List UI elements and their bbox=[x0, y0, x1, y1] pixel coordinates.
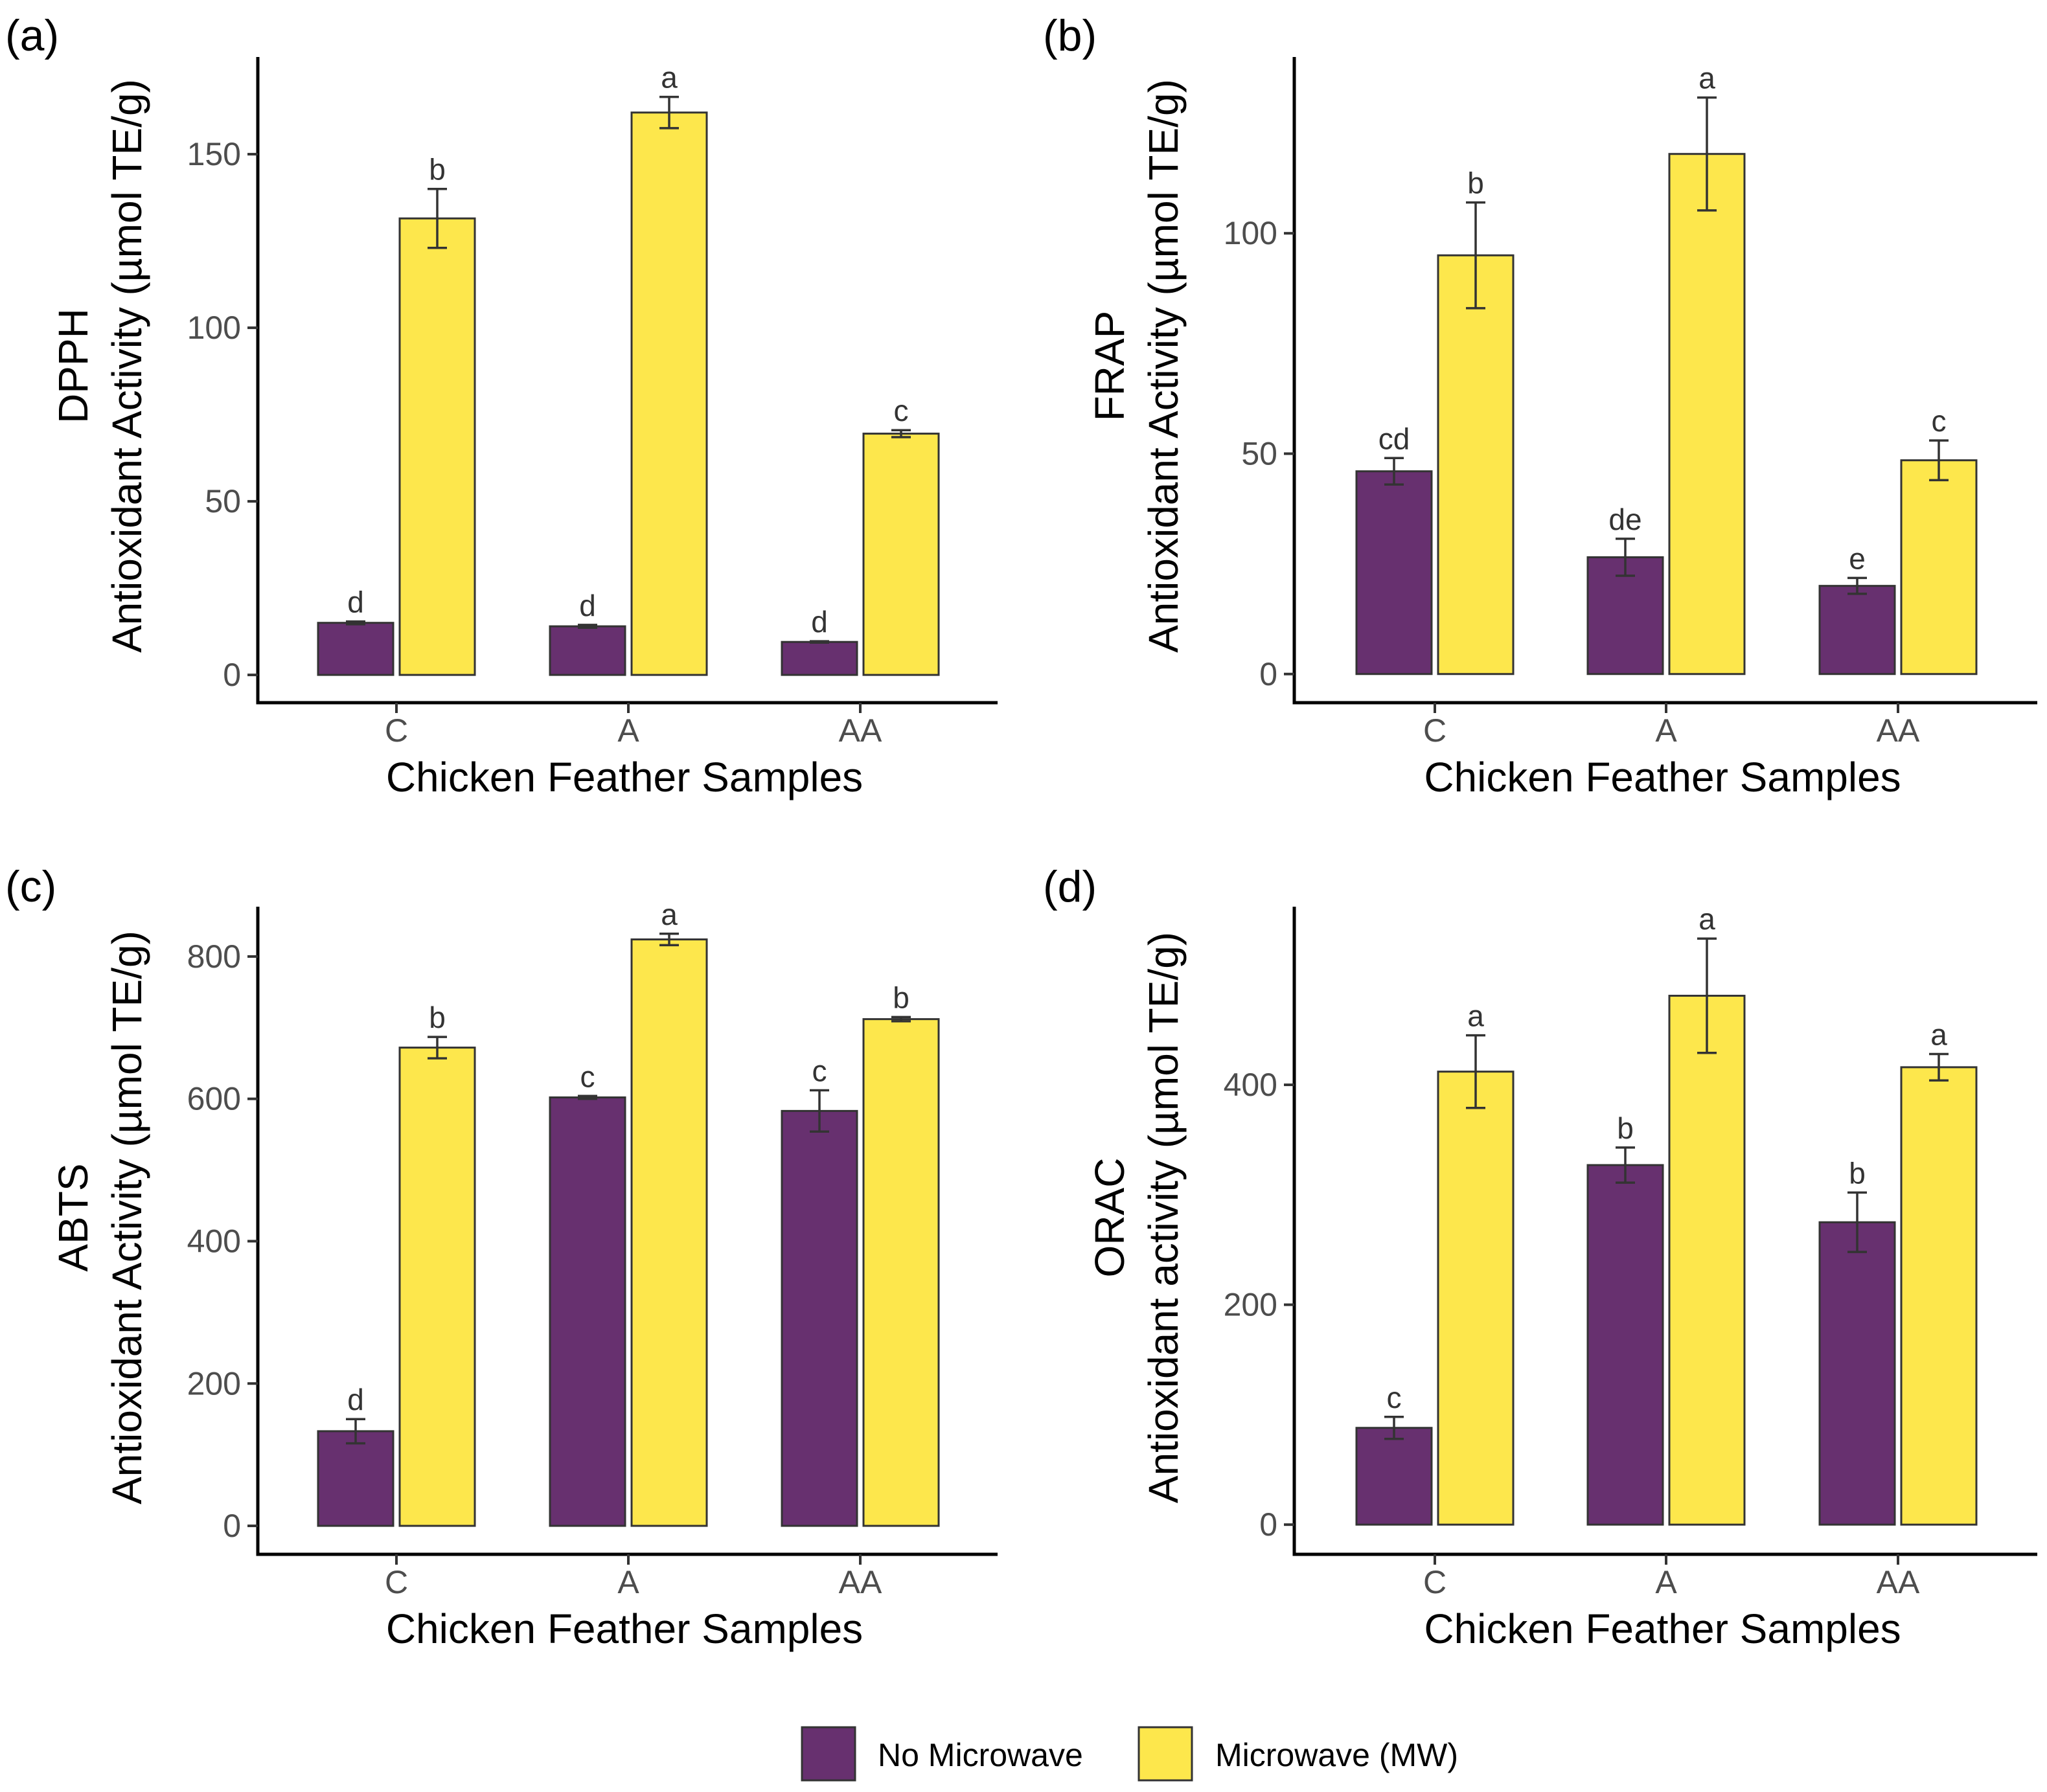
y-tick-label: 50 bbox=[205, 483, 241, 519]
significance-letter: a bbox=[1698, 62, 1715, 95]
bar bbox=[781, 1109, 858, 1527]
x-tick-label: AA bbox=[1877, 712, 1920, 749]
bar bbox=[317, 1430, 395, 1527]
x-axis-title: Chicken Feather Samples bbox=[386, 754, 863, 800]
y-tick-label: 0 bbox=[1259, 1506, 1277, 1543]
x-tick-label: C bbox=[385, 1564, 408, 1600]
bar bbox=[317, 622, 395, 676]
x-tick-label: A bbox=[617, 712, 639, 749]
x-axis-title: Chicken Feather Samples bbox=[386, 1605, 863, 1652]
bar bbox=[1355, 1427, 1433, 1526]
bar bbox=[1818, 585, 1896, 675]
bar bbox=[1900, 459, 1978, 675]
y-tick-label: 800 bbox=[187, 938, 241, 975]
significance-letter: cd bbox=[1378, 422, 1410, 455]
y-axis-title-line1: FRAP bbox=[1086, 311, 1133, 422]
bar bbox=[862, 1018, 940, 1527]
bar bbox=[1668, 153, 1746, 675]
y-axis-title-line1: DPPH bbox=[50, 308, 97, 424]
y-tick-label: 200 bbox=[187, 1365, 241, 1401]
legend-key bbox=[801, 1726, 856, 1782]
x-tick-label: AA bbox=[1877, 1564, 1920, 1600]
bar bbox=[630, 111, 708, 676]
x-tick-label: AA bbox=[839, 1564, 882, 1600]
bar bbox=[1437, 254, 1515, 675]
bar bbox=[1668, 995, 1746, 1526]
bar bbox=[398, 1047, 476, 1527]
significance-letter: b bbox=[429, 1001, 446, 1034]
bar bbox=[1900, 1066, 1978, 1526]
y-axis-title-line2: Antioxidant Activity (µmol TE/g) bbox=[1140, 79, 1187, 653]
panel-label: (b) bbox=[1043, 11, 1097, 60]
significance-letter: c bbox=[894, 394, 909, 427]
legend-label: No Microwave bbox=[878, 1737, 1083, 1773]
panel-label: (c) bbox=[5, 862, 56, 911]
significance-letter: b bbox=[1849, 1156, 1866, 1190]
significance-letter: e bbox=[1849, 541, 1866, 575]
y-tick-label: 400 bbox=[187, 1223, 241, 1259]
y-tick-label: 100 bbox=[187, 310, 241, 346]
bar bbox=[398, 217, 476, 676]
panel-label: (a) bbox=[5, 11, 59, 60]
significance-letter: b bbox=[1467, 166, 1484, 200]
bar bbox=[781, 641, 858, 676]
y-axis-title-line1: ORAC bbox=[1086, 1158, 1133, 1278]
bar bbox=[1818, 1221, 1896, 1526]
bar bbox=[549, 625, 626, 676]
y-tick-label: 50 bbox=[1241, 435, 1277, 471]
significance-letter: a bbox=[661, 898, 678, 931]
legend-label: Microwave (MW) bbox=[1215, 1737, 1458, 1773]
significance-letter: b bbox=[429, 153, 446, 187]
y-tick-label: 0 bbox=[223, 657, 241, 693]
x-axis-title: Chicken Feather Samples bbox=[1424, 1605, 1901, 1652]
panel-label: (d) bbox=[1043, 862, 1097, 911]
significance-letter: a bbox=[1698, 902, 1715, 936]
x-tick-label: A bbox=[617, 1564, 639, 1600]
x-tick-label: A bbox=[1655, 1564, 1677, 1600]
y-axis-title-line2: Antioxidant Activity (µmol TE/g) bbox=[104, 79, 150, 653]
y-axis-title-line2: Antioxidant activity (µmol TE/g) bbox=[1140, 932, 1187, 1503]
bar bbox=[1355, 470, 1433, 675]
significance-letter: c bbox=[1387, 1381, 1402, 1414]
y-tick-label: 200 bbox=[1224, 1287, 1277, 1323]
significance-letter: c bbox=[580, 1060, 595, 1093]
x-tick-label: C bbox=[385, 712, 408, 749]
x-tick-label: A bbox=[1655, 712, 1677, 749]
bar bbox=[549, 1096, 626, 1527]
significance-letter: c bbox=[1932, 404, 1947, 438]
x-axis-title: Chicken Feather Samples bbox=[1424, 754, 1901, 800]
y-tick-label: 400 bbox=[1224, 1067, 1277, 1103]
significance-letter: d bbox=[811, 605, 828, 639]
significance-letter: a bbox=[1930, 1018, 1947, 1052]
significance-letter: c bbox=[812, 1054, 827, 1088]
significance-letter: d bbox=[347, 1383, 364, 1416]
y-axis-title-line1: ABTS bbox=[50, 1163, 97, 1271]
significance-letter: a bbox=[1467, 999, 1484, 1033]
x-tick-label: AA bbox=[839, 712, 882, 749]
significance-letter: a bbox=[661, 61, 678, 95]
bar bbox=[1586, 1164, 1664, 1526]
significance-letter: b bbox=[1617, 1111, 1634, 1145]
x-tick-label: C bbox=[1423, 1564, 1447, 1600]
bar bbox=[1437, 1071, 1515, 1526]
y-tick-label: 600 bbox=[187, 1081, 241, 1117]
significance-letter: d bbox=[347, 585, 364, 619]
significance-letter: d bbox=[579, 589, 596, 622]
x-tick-label: C bbox=[1423, 712, 1447, 749]
y-tick-label: 0 bbox=[1259, 656, 1277, 692]
y-tick-label: 100 bbox=[1224, 215, 1277, 251]
y-axis-title-line2: Antioxidant Activity (µmol TE/g) bbox=[104, 931, 150, 1504]
bar bbox=[630, 938, 708, 1527]
y-tick-label: 150 bbox=[187, 136, 241, 172]
significance-letter: de bbox=[1608, 503, 1641, 536]
significance-letter: b bbox=[893, 981, 909, 1014]
y-tick-label: 0 bbox=[223, 1508, 241, 1544]
bar bbox=[862, 433, 940, 676]
legend-key bbox=[1138, 1726, 1193, 1782]
